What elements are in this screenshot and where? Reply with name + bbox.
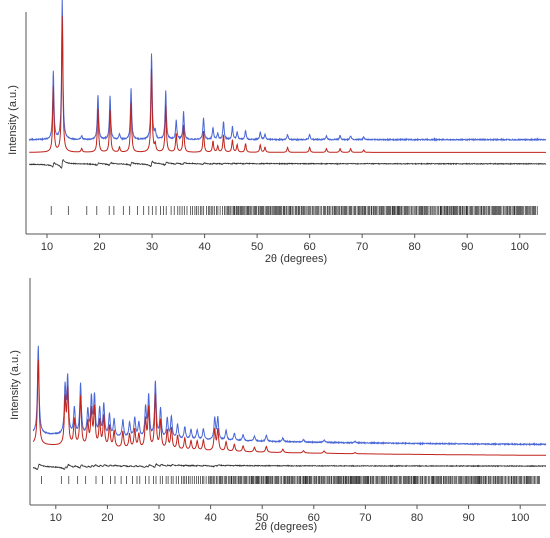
- x-tick-label: 60: [304, 241, 316, 253]
- panel-top: Intensity (a.u.) 2θ (degrees) 10 20 30 40 50…: [7, 0, 547, 265]
- x-tick-label: 80: [409, 241, 421, 253]
- calculated-series: [29, 15, 546, 153]
- x-axis-label: 2θ (degrees): [265, 253, 327, 265]
- x-tick-label: 10: [50, 512, 62, 524]
- calculated-series: [32, 359, 546, 456]
- x-tick-label: 80: [411, 512, 423, 524]
- x-tick-label: 20: [93, 241, 105, 253]
- reflection-markers: [50, 206, 538, 215]
- y-axis-label: Intensity (a.u.): [7, 85, 19, 155]
- x-tick-label: 40: [198, 241, 210, 253]
- difference-series: [28, 159, 547, 169]
- plot-area: [32, 345, 547, 484]
- x-tick-label: 90: [462, 512, 474, 524]
- x-tick-label: 50: [251, 241, 263, 253]
- observed-series: [32, 345, 547, 447]
- x-ticks: 10 20 30 40 50 60 70 80 90 100: [41, 234, 529, 253]
- x-tick-label: 40: [204, 512, 216, 524]
- x-tick-label: 70: [356, 241, 368, 253]
- plot-area: [28, 0, 547, 215]
- x-tick-label: 100: [511, 241, 529, 253]
- difference-series: [32, 463, 547, 470]
- x-tick-label: 10: [41, 241, 53, 253]
- x-axis-label: 2θ (degrees): [255, 521, 317, 533]
- x-tick-label: 20: [101, 512, 113, 524]
- x-tick-label: 50: [256, 512, 268, 524]
- observed-series: [28, 0, 547, 142]
- x-tick-label: 100: [511, 512, 529, 524]
- panel-bottom: Intensity (a.u.) 2θ (degrees) 10 20 30 40 50…: [9, 278, 547, 533]
- reflection-markers: [41, 476, 540, 484]
- x-tick-label: 30: [146, 241, 158, 253]
- x-tick-label: 90: [461, 241, 473, 253]
- y-axis-label: Intensity (a.u.): [9, 350, 21, 420]
- x-tick-label: 30: [153, 512, 165, 524]
- x-ticks: 10 20 30 40 50 60 70 80 90 100: [50, 505, 529, 524]
- x-tick-label: 60: [308, 512, 320, 524]
- x-tick-label: 70: [359, 512, 371, 524]
